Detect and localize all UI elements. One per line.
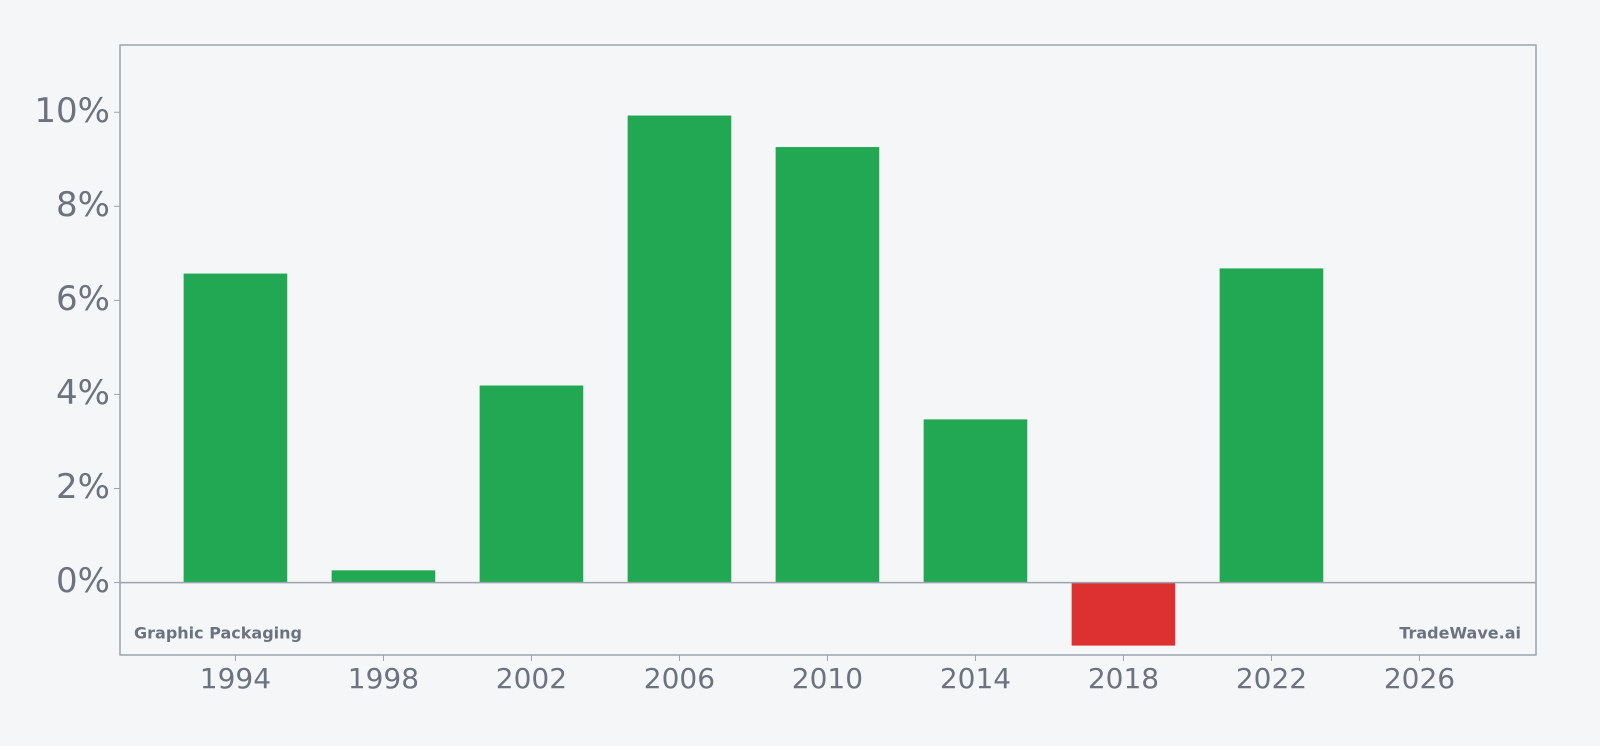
y-tick-label: 4% [56, 373, 110, 413]
plot-frame [119, 44, 1537, 656]
x-tick-label: 2006 [644, 662, 715, 695]
y-tick-label: 6% [56, 279, 110, 319]
bar [1071, 582, 1176, 646]
bar [627, 115, 732, 583]
bar [479, 385, 584, 583]
x-tick-label: 2026 [1384, 662, 1455, 695]
x-tick-label: 2022 [1236, 662, 1307, 695]
y-tick-label: 8% [56, 185, 110, 225]
bar [331, 570, 436, 583]
x-tick-label: 2018 [1088, 662, 1159, 695]
bar [183, 273, 288, 583]
company-label: Graphic Packaging [134, 624, 302, 643]
bar [775, 147, 880, 583]
y-tick-label: 2% [56, 467, 110, 507]
bar [923, 419, 1028, 583]
source-label: TradeWave.ai [1399, 624, 1521, 643]
x-tick-label: 1994 [200, 662, 271, 695]
x-tick-label: 2010 [792, 662, 863, 695]
bar [1219, 268, 1324, 583]
x-tick-label: 1998 [348, 662, 419, 695]
x-tick-label: 2014 [940, 662, 1011, 695]
y-tick-label: 0% [56, 561, 110, 601]
y-tick-label: 10% [34, 91, 110, 131]
x-tick-label: 2002 [496, 662, 567, 695]
